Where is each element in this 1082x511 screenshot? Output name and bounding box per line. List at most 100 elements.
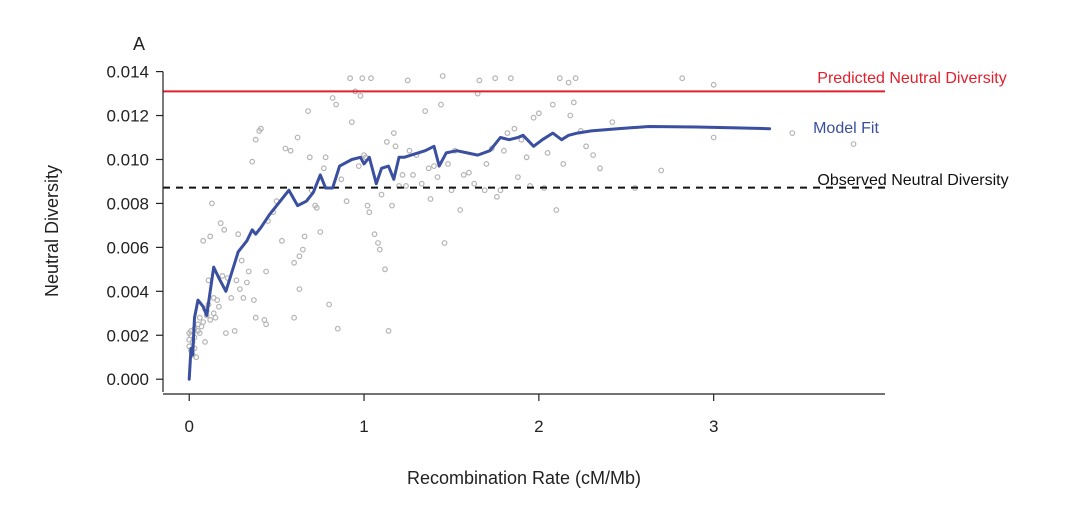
data-point [406, 147, 413, 154]
data-point [410, 171, 416, 178]
data-point [228, 295, 235, 301]
data-point [389, 202, 395, 209]
x-tick-label: 0 [184, 417, 193, 436]
data-point [597, 165, 603, 172]
data-point [233, 277, 240, 284]
data-point [481, 187, 488, 194]
data-point [236, 286, 243, 293]
data-point [296, 253, 303, 260]
data-point [212, 314, 219, 321]
data-point [347, 75, 354, 82]
data-point [217, 220, 224, 227]
data-point [322, 154, 329, 161]
data-point [326, 301, 333, 308]
data-point [207, 317, 214, 323]
data-point [240, 295, 247, 301]
y-tick-label: 0.006 [106, 238, 149, 257]
data-point [334, 325, 341, 332]
data-point [560, 160, 567, 167]
data-point [366, 209, 373, 216]
data-point [263, 268, 270, 275]
data-point [556, 75, 563, 82]
data-point [368, 75, 374, 82]
data-point [348, 119, 355, 125]
data-point [364, 202, 371, 209]
data-point [508, 75, 514, 82]
data-point [376, 246, 383, 253]
data-point [549, 101, 556, 108]
data-point [530, 114, 537, 121]
data-point [238, 257, 245, 264]
data-point [494, 193, 500, 200]
data-point [378, 191, 385, 198]
data-point [252, 314, 259, 321]
data-point [392, 143, 399, 150]
data-point [222, 330, 229, 337]
data-point [439, 73, 446, 79]
data-point [710, 81, 717, 88]
data-point [202, 339, 208, 345]
data-point [208, 200, 215, 207]
data-point [658, 167, 665, 174]
data-point [483, 160, 490, 167]
data-point [305, 108, 312, 114]
data-point [850, 141, 857, 148]
data-point [215, 303, 222, 310]
data-point [523, 154, 530, 161]
data-point [313, 204, 320, 211]
data-point [404, 77, 411, 84]
observed-diversity-label: Observed Neutral Diversity [817, 172, 1008, 189]
y-tick-label: 0.002 [106, 326, 149, 345]
data-point [438, 101, 444, 108]
data-point [445, 160, 451, 167]
data-point [249, 158, 256, 165]
data-point [200, 237, 207, 244]
data-point [263, 321, 270, 328]
data-point [291, 314, 298, 321]
x-tick-label: 3 [709, 417, 718, 436]
data-point [679, 75, 686, 82]
data-point [710, 134, 717, 141]
data-point [567, 112, 574, 119]
data-point [343, 198, 350, 205]
y-tick-label: 0.008 [106, 194, 149, 213]
data-point [460, 171, 467, 178]
data-point [497, 187, 504, 194]
data-point [329, 95, 336, 101]
data-point [434, 174, 441, 181]
data-point [418, 180, 425, 187]
scatter-points [186, 73, 857, 361]
data-point [235, 231, 242, 238]
data-point [515, 174, 521, 181]
data-point [425, 165, 432, 172]
data-point [511, 125, 518, 132]
data-point [476, 77, 483, 84]
data-point [355, 163, 362, 170]
data-point [504, 130, 511, 137]
data-point [492, 75, 499, 82]
data-point [789, 130, 796, 137]
data-point [583, 143, 589, 150]
data-point [441, 240, 448, 246]
data-point [471, 180, 478, 187]
panel-label: A [133, 34, 145, 54]
data-point [466, 169, 472, 176]
y-tick-label: 0.000 [106, 370, 149, 389]
data-point [536, 110, 542, 117]
data-point [250, 297, 257, 304]
y-tick-label: 0.004 [106, 282, 149, 301]
x-tick-label: 2 [534, 417, 543, 436]
data-point [320, 165, 327, 172]
data-point [333, 101, 340, 108]
data-point [403, 182, 409, 189]
data-point [427, 196, 434, 202]
data-point [383, 138, 390, 145]
data-point [300, 246, 306, 253]
data-point [306, 154, 313, 161]
data-point [544, 149, 551, 156]
data-point [385, 328, 392, 334]
data-point [390, 130, 397, 137]
data-point [590, 152, 596, 159]
data-point [243, 279, 250, 286]
model-fit-label: Model Fit [813, 120, 879, 137]
